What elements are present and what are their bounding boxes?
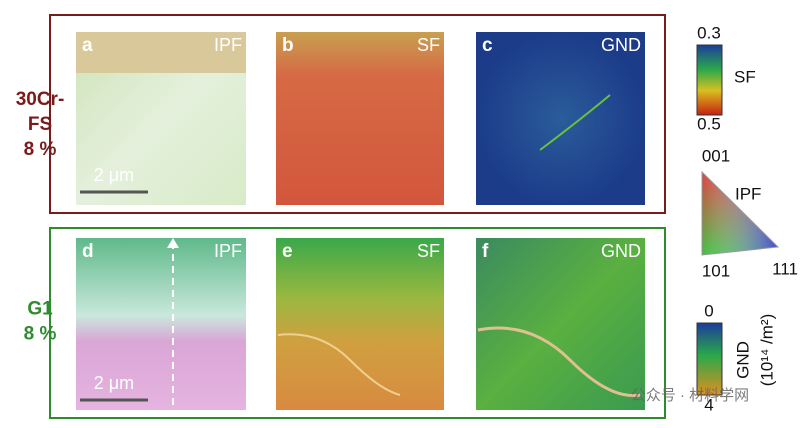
gnd-map <box>476 32 645 205</box>
gnd-colorbar <box>696 322 723 396</box>
grain <box>76 32 246 73</box>
boundary <box>477 326 641 398</box>
panel-letter: a <box>82 35 93 56</box>
legend-title: SF <box>734 67 756 86</box>
sf-map <box>276 32 444 205</box>
map-type: IPF <box>214 241 242 261</box>
strain-label: 8 % <box>24 139 57 160</box>
row-frame <box>49 227 666 419</box>
watermark: 公众号 · 材料学网 <box>631 387 749 404</box>
legend-title: IPF <box>735 184 761 203</box>
row-label: 30Cr- <box>16 89 65 110</box>
map-type: IPF <box>214 35 242 55</box>
panel-letter: b <box>282 35 294 56</box>
row-frame <box>49 14 666 214</box>
sf-colorbar <box>696 44 723 116</box>
map-type: GND <box>601 241 641 261</box>
arrow-head <box>167 238 179 248</box>
scale-label: 2 μm <box>94 165 134 185</box>
map-type: SF <box>417 241 440 261</box>
legend-tick: 111 <box>772 259 798 278</box>
legend-tick: 0.5 <box>697 114 721 133</box>
map-type: SF <box>417 35 440 55</box>
boundary <box>539 94 611 151</box>
panel-letter: f <box>482 241 489 262</box>
legend-tick: 0.3 <box>697 23 721 42</box>
legend-tick: 0 <box>704 301 713 320</box>
legend-tick: 4 <box>704 395 713 414</box>
map-type: GND <box>601 35 641 55</box>
legend-tick: 101 <box>702 261 730 280</box>
row-label: G1 <box>27 299 53 320</box>
ipf-triangle <box>701 170 780 256</box>
gnd-map <box>476 238 645 410</box>
boundary <box>277 333 401 396</box>
sf-map <box>276 238 444 410</box>
panel-letter: d <box>82 241 94 262</box>
scale-label: 2 μm <box>94 373 134 393</box>
legend-unit: (10¹⁴ /m²) <box>757 314 776 386</box>
strain-label: 8 % <box>24 324 57 345</box>
legend-title: GND <box>733 341 752 379</box>
row-label: FS <box>28 114 52 135</box>
ipf-map <box>76 238 246 410</box>
panel-letter: c <box>482 35 493 56</box>
panel-letter: e <box>282 241 293 262</box>
legend-tick: 001 <box>702 146 730 165</box>
